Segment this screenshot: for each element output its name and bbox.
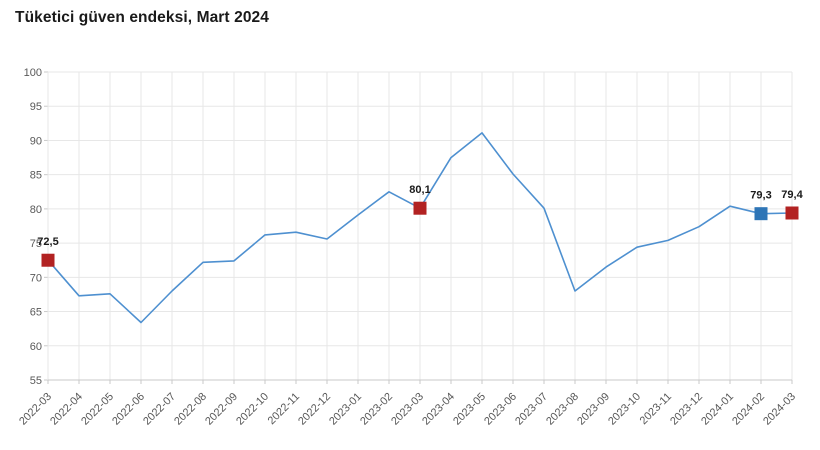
x-axis-label: 2023-02: [358, 391, 395, 428]
x-axis-label: 2023-10: [606, 391, 643, 428]
x-axis-label: 2023-04: [420, 391, 457, 428]
data-label: 72,5: [37, 236, 58, 248]
data-label: 80,1: [409, 184, 430, 196]
y-axis-label: 70: [30, 272, 42, 284]
highlight-marker[interactable]: [754, 207, 768, 221]
x-axis-label: 2022-11: [266, 391, 302, 427]
data-label: 79,3: [750, 190, 771, 202]
y-axis-label: 65: [30, 307, 42, 319]
data-label: 79,4: [781, 189, 803, 201]
x-axis-label: 2023-05: [451, 391, 488, 428]
x-axis-label: 2022-03: [17, 391, 54, 428]
x-axis-label: 2023-07: [513, 391, 550, 428]
y-axis-label: 75: [30, 238, 42, 250]
x-axis-label: 2022-06: [110, 391, 147, 428]
y-axis-label: 55: [30, 375, 42, 387]
highlight-marker[interactable]: [41, 253, 55, 267]
y-axis-label: 80: [30, 204, 42, 216]
y-axis-label: 95: [30, 101, 42, 113]
x-axis-label: 2023-12: [668, 391, 705, 428]
y-axis-label: 90: [30, 135, 42, 147]
x-axis-label: 2023-09: [575, 391, 612, 428]
highlight-marker[interactable]: [413, 201, 427, 215]
x-axis-label: 2022-08: [172, 391, 209, 428]
y-axis-label: 100: [24, 67, 42, 79]
x-axis-label: 2022-07: [141, 391, 178, 428]
x-axis-label: 2024-03: [761, 391, 798, 428]
x-axis-label: 2023-06: [482, 391, 519, 428]
x-axis-label: 2023-03: [389, 391, 426, 428]
y-axis-label: 60: [30, 341, 42, 353]
x-axis-label: 2023-01: [327, 391, 364, 428]
x-axis-label: 2022-05: [79, 391, 116, 428]
x-axis-label: 2024-01: [699, 391, 736, 428]
highlight-marker[interactable]: [785, 206, 799, 220]
x-axis-label: 2022-10: [234, 391, 271, 428]
x-axis-label: 2022-12: [296, 391, 333, 428]
x-axis-label: 2023-08: [544, 391, 581, 428]
x-axis-label: 2022-04: [48, 391, 85, 428]
y-axis-label: 85: [30, 170, 42, 182]
x-axis-label: 2022-09: [203, 391, 240, 428]
x-axis-label: 2024-02: [730, 391, 767, 428]
chart-title: Tüketici güven endeksi, Mart 2024: [15, 9, 269, 26]
x-axis-label: 2023-11: [638, 391, 674, 427]
